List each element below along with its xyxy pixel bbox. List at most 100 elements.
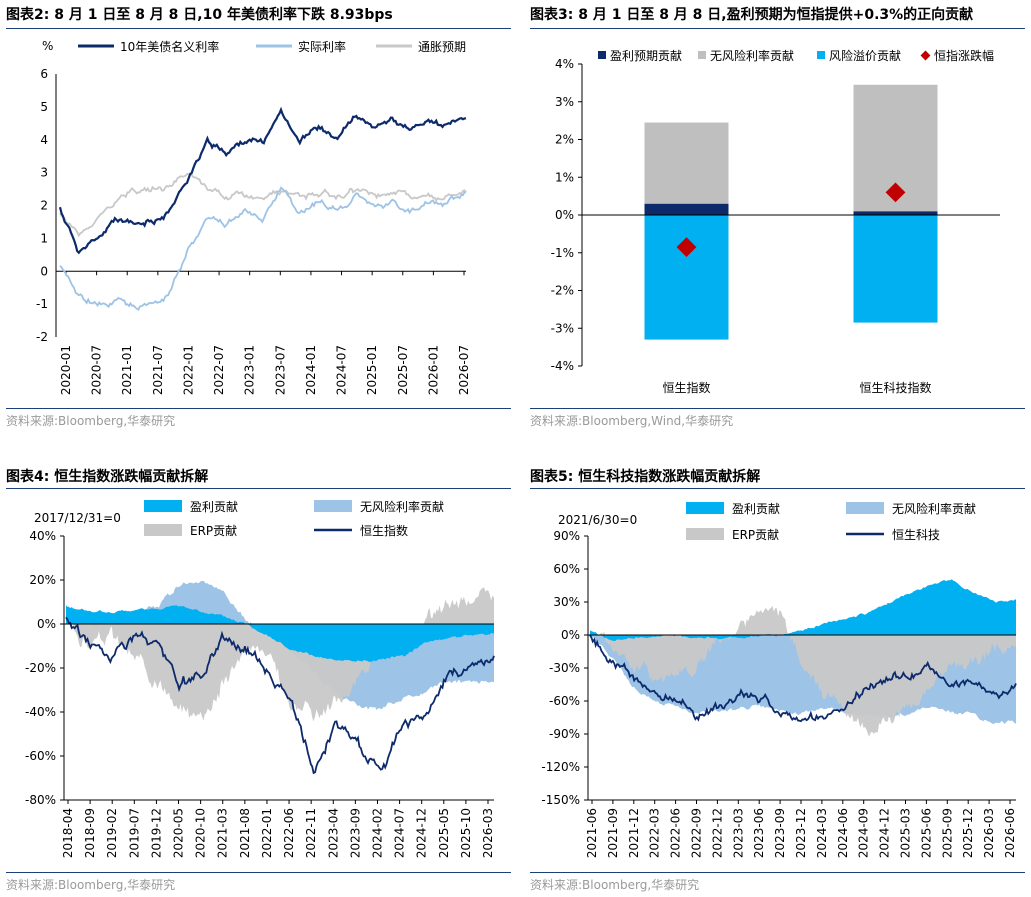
y-tick-label: 2 — [40, 199, 48, 213]
base-note: 2017/12/31=0 — [34, 511, 121, 525]
x-tick-label: 2024-07 — [393, 808, 407, 858]
panel-us-treasury: 图表2: 8 月 1 日至 8 月 8 日,10 年美债利率下跌 8.93bps… — [6, 0, 511, 430]
x-tick-label: 2022-12 — [710, 808, 724, 858]
legend-label: 风险溢价贡献 — [829, 48, 901, 63]
x-tick-label: 2020-05 — [172, 808, 186, 858]
y-tick-label: -40% — [25, 705, 56, 719]
source-note: 资料来源:Bloomberg,华泰研究 — [6, 414, 176, 428]
y-tick-label: 1% — [555, 170, 574, 184]
legend-label: 盈利贡献 — [190, 499, 238, 514]
x-tick-label: 2019-02 — [105, 808, 119, 858]
y-tick-label: -3% — [551, 321, 574, 335]
legend-label: 恒生指数 — [360, 523, 408, 538]
area-0 — [66, 605, 494, 662]
x-tick-label: 2022-01 — [181, 345, 195, 395]
x-tick-label: 2024-02 — [370, 808, 384, 858]
y-tick-label: 0 — [40, 264, 48, 278]
legend-label: 恒生科技 — [892, 528, 940, 542]
x-tick-label: 2021-07 — [151, 345, 165, 395]
y-tick-label: -60% — [25, 749, 56, 763]
y-tick-label: 2% — [555, 133, 574, 147]
y-tick-label: -30% — [549, 661, 580, 675]
x-tick-label: 2018-04 — [61, 808, 75, 858]
source-note: 资料来源:Bloomberg,华泰研究 — [6, 878, 176, 892]
x-tick-label: 2024-01 — [304, 345, 318, 395]
x-tick-label: 2026-03 — [982, 808, 996, 858]
x-tick-label: 2018-09 — [83, 808, 97, 858]
x-tick-label: 2023-06 — [752, 808, 766, 858]
y-tick-label: -60% — [549, 694, 580, 708]
chart-hsi-decomposition: 盈利贡献 无风险利率贡献 ERP贡献 恒生指数 2017/12/31=0 40% 20% 0%… — [25, 499, 495, 858]
series-line-2 — [59, 172, 467, 238]
legend-label: ERP贡献 — [190, 523, 237, 538]
bar-segment — [644, 215, 729, 340]
x-tick-label: 2023-09 — [348, 808, 362, 858]
panel-title: 图表5: 恒生科技指数涨跌幅贡献拆解 — [530, 469, 761, 485]
area-0 — [590, 579, 1016, 642]
x-tick-label: 2025-01 — [365, 345, 379, 395]
bar-segment — [853, 215, 938, 323]
x-tick-label: 2023-04 — [326, 808, 340, 858]
y-tick-label: -90% — [549, 727, 580, 741]
chart-treasury-yield: % 10年美债名义利率 实际利率 通胀预期 6 5 4 3 2 1 0 -1 -2 2020-01 2020… — [36, 39, 471, 395]
legend-swatch — [314, 500, 352, 512]
panel-hsi-contribution-week: 图表3: 8 月 1 日至 8 月 8 日,盈利预期为恒指提供+0.3%的正向贡… — [530, 0, 1025, 430]
series-line-0 — [58, 106, 467, 255]
legend-label: 恒指涨跌幅 — [934, 48, 994, 63]
x-tick-label: 2021-08 — [238, 808, 252, 858]
chart-weekly-contribution: 盈利预期贡献 无风险利率贡献 风险溢价贡献 恒指涨跌幅 4% 3% 2% 1% 0% -1% -2%… — [551, 48, 1000, 395]
x-tick-label: 2024-12 — [415, 808, 429, 858]
legend-swatch — [698, 51, 706, 59]
panel-title: 图表4: 恒生指数涨跌幅贡献拆解 — [6, 469, 209, 485]
legend-label: 10年美债名义利率 — [120, 39, 219, 54]
x-tick-label: 2022-01 — [260, 808, 274, 858]
y-tick-label: -1% — [551, 246, 574, 260]
x-tick-label: 2026-03 — [481, 808, 495, 858]
base-note: 2021/6/30=0 — [558, 513, 637, 527]
legend-swatch — [144, 500, 182, 512]
legend-label: 无风险利率贡献 — [360, 499, 444, 514]
y-tick-label: -120% — [541, 760, 580, 774]
y-tick-label: -4% — [551, 359, 574, 373]
source-note: 资料来源:Bloomberg,华泰研究 — [530, 878, 700, 892]
y-tick-label: 20% — [29, 573, 56, 587]
y-tick-label: 1 — [40, 231, 48, 245]
x-tick-label: 2026-07 — [457, 345, 471, 395]
source-note: 资料来源:Bloomberg,Wind,华泰研究 — [530, 414, 734, 428]
title-rule — [6, 488, 511, 489]
y-tick-label: 0% — [561, 628, 580, 642]
panel-title: 图表3: 8 月 1 日至 8 月 8 日,盈利预期为恒指提供+0.3%的正向贡… — [530, 7, 974, 23]
bar-segment — [644, 122, 729, 204]
y-tick-label: 0% — [37, 617, 56, 631]
y-tick-label: 0% — [555, 208, 574, 222]
bar-segment — [853, 211, 938, 215]
legend-swatch — [920, 50, 931, 61]
x-tick-label: 2025-05 — [437, 808, 451, 858]
x-tick-label: 2024-07 — [335, 345, 349, 395]
source-rule — [530, 872, 1025, 873]
legend-swatch — [686, 502, 724, 514]
x-tick-label: 2021-06 — [585, 808, 599, 858]
index-line — [65, 616, 495, 775]
y-tick-label: 90% — [553, 529, 580, 543]
x-tick-label: 2023-07 — [273, 345, 287, 395]
legend-swatch — [817, 51, 825, 59]
panel-hstech-decomposition: 图表5: 恒生科技指数涨跌幅贡献拆解 盈利贡献 无风险利率贡献 ERP贡献 恒生科技 2… — [530, 462, 1025, 894]
y-tick-label: 6 — [40, 67, 48, 81]
y-tick-label: 40% — [29, 529, 56, 543]
x-tick-label: 2019-07 — [127, 808, 141, 858]
legend-label: 无风险利率贡献 — [710, 48, 794, 63]
x-tick-label: 2025-12 — [961, 808, 975, 858]
index-line — [589, 634, 1017, 723]
x-tick-label: 2021-01 — [120, 345, 134, 395]
x-tick-label: 2022-09 — [690, 808, 704, 858]
legend-swatch — [144, 524, 182, 536]
y-tick-label: 5 — [40, 100, 48, 114]
legend-swatch — [686, 528, 724, 540]
y-tick-label: 4 — [40, 133, 48, 147]
x-tick-label: 2023-03 — [731, 808, 745, 858]
x-tick-label: 2026-06 — [1003, 808, 1017, 858]
x-tick-label: 2025-07 — [396, 345, 410, 395]
x-tick-label: 2020-10 — [194, 808, 208, 858]
y-tick-label: 4% — [555, 57, 574, 71]
